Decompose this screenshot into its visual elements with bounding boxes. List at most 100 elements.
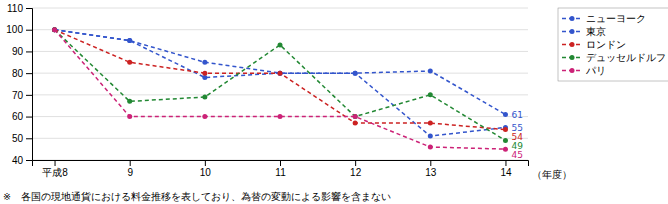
end-label: 45 bbox=[511, 150, 522, 160]
legend-item: パリ bbox=[562, 65, 606, 76]
legend-marker bbox=[570, 29, 575, 34]
series-marker bbox=[353, 71, 358, 76]
series-marker bbox=[127, 99, 132, 104]
series-marker bbox=[428, 92, 433, 97]
series-marker bbox=[353, 114, 358, 119]
series-marker bbox=[503, 138, 508, 143]
y-tick-label: 80 bbox=[12, 68, 24, 79]
series-marker bbox=[202, 75, 207, 80]
y-axis: 405060708090100110 bbox=[6, 3, 32, 166]
y-tick-mark bbox=[26, 30, 32, 31]
grid-line bbox=[32, 138, 528, 139]
y-tick-mark bbox=[26, 95, 32, 96]
plot-area: 405060708090100110平成891011121314 bbox=[6, 3, 528, 178]
series-marker bbox=[127, 38, 132, 43]
y-tick: 90 bbox=[12, 46, 32, 57]
series-marker bbox=[202, 71, 207, 76]
legend-label: ニューヨーク bbox=[586, 13, 646, 24]
y-tick-mark bbox=[26, 73, 32, 74]
series-group bbox=[52, 27, 508, 151]
y-tick-label: 100 bbox=[6, 24, 23, 35]
series-line bbox=[55, 30, 506, 141]
series-marker bbox=[503, 127, 508, 132]
end-labels: 6155544945 bbox=[511, 110, 523, 160]
grid-line bbox=[32, 8, 528, 9]
series-marker bbox=[52, 27, 57, 32]
y-tick: 60 bbox=[12, 111, 32, 122]
legend-marker bbox=[570, 55, 575, 60]
legend-item: デュッセルドルフ bbox=[562, 52, 666, 63]
legend-marker bbox=[570, 42, 575, 47]
series-line bbox=[55, 30, 506, 115]
series-marker bbox=[52, 27, 57, 32]
x-tick-mark bbox=[355, 160, 356, 166]
x-tick: 平成8 bbox=[42, 160, 68, 178]
series-marker bbox=[503, 112, 508, 117]
series-marker bbox=[503, 147, 508, 152]
series-marker bbox=[353, 121, 358, 126]
series-marker bbox=[127, 114, 132, 119]
grid bbox=[32, 8, 528, 160]
series-marker bbox=[202, 114, 207, 119]
series-marker bbox=[52, 27, 57, 32]
series-marker bbox=[353, 114, 358, 119]
y-tick: 110 bbox=[7, 3, 32, 14]
x-tick-label: 9 bbox=[127, 167, 133, 178]
grid-line bbox=[32, 29, 528, 30]
series-marker bbox=[428, 144, 433, 149]
y-tick-mark bbox=[26, 51, 32, 52]
series-marker bbox=[278, 71, 283, 76]
x-tick: 9 bbox=[127, 160, 133, 178]
y-tick-label: 50 bbox=[12, 133, 24, 144]
y-tick-label: 60 bbox=[12, 111, 24, 122]
series-marker bbox=[52, 27, 57, 32]
x-tick-mark bbox=[505, 160, 506, 166]
x-tick-mark bbox=[205, 160, 206, 166]
x-axis-label: （年度） bbox=[532, 169, 572, 180]
y-tick-mark bbox=[26, 160, 32, 161]
footnote: ※ 各国の現地通貨における料金推移を表しており、為替の変動による影響を含まない bbox=[3, 191, 391, 202]
x-tick-label: 12 bbox=[350, 167, 362, 178]
series-marker bbox=[428, 134, 433, 139]
x-tick: 13 bbox=[425, 160, 437, 178]
legend-label: ロンドン bbox=[586, 39, 626, 50]
series-marker bbox=[428, 121, 433, 126]
series-marker bbox=[278, 71, 283, 76]
y-tick-label: 110 bbox=[7, 3, 23, 14]
legend-label: 東京 bbox=[586, 26, 606, 37]
end-label: 61 bbox=[511, 110, 522, 120]
legend-item: ロンドン bbox=[562, 39, 626, 50]
y-tick-label: 70 bbox=[12, 90, 24, 101]
series-marker bbox=[278, 42, 283, 47]
series-marker bbox=[428, 68, 433, 73]
x-tick: 14 bbox=[500, 160, 512, 178]
legend-label: デュッセルドルフ bbox=[586, 52, 666, 63]
series-marker bbox=[353, 71, 358, 76]
series-marker bbox=[202, 95, 207, 100]
legend-item: ニューヨーク bbox=[562, 13, 646, 24]
series-line bbox=[55, 30, 506, 149]
legend: ニューヨーク東京ロンドンデュッセルドルフパリ bbox=[558, 8, 668, 81]
legend-label: パリ bbox=[585, 65, 606, 76]
legend-marker bbox=[570, 16, 575, 21]
x-tick: 11 bbox=[275, 160, 286, 178]
x-tick-mark bbox=[55, 160, 56, 166]
series-marker bbox=[278, 114, 283, 119]
series-marker bbox=[202, 60, 207, 65]
series-line bbox=[55, 30, 506, 130]
y-tick: 70 bbox=[12, 90, 32, 101]
y-tick-mark bbox=[26, 117, 32, 118]
x-tick-mark bbox=[130, 160, 131, 166]
grid-line bbox=[32, 94, 528, 95]
x-tick-mark bbox=[280, 160, 281, 166]
x-tick-label: 14 bbox=[500, 167, 512, 178]
x-tick-label: 11 bbox=[275, 167, 286, 178]
legend-item: 東京 bbox=[562, 26, 606, 37]
legend-frame bbox=[558, 8, 668, 81]
series-marker bbox=[278, 71, 283, 76]
series-line bbox=[55, 30, 506, 136]
y-tick-mark bbox=[26, 138, 32, 139]
x-tick: 12 bbox=[350, 160, 362, 178]
x-tick-label: 10 bbox=[200, 167, 212, 178]
y-tick-mark bbox=[26, 8, 32, 9]
